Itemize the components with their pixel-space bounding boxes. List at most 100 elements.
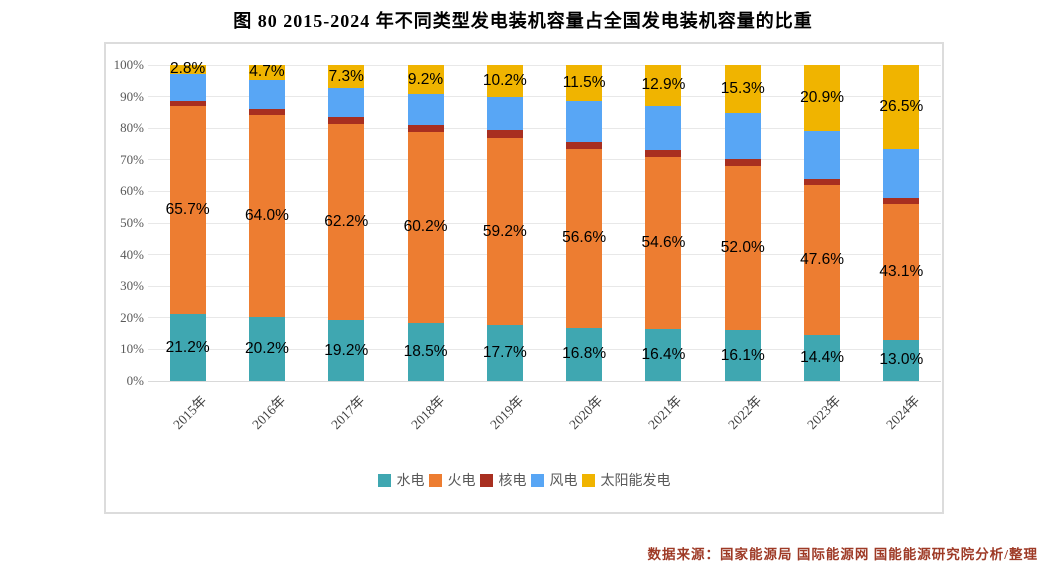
data-label-solar: 11.5% <box>562 74 606 92</box>
legend: 水电 火电 核电 风电 太阳能发电 <box>106 470 942 490</box>
y-axis-label: 10% <box>120 341 144 357</box>
legend-label: 风电 <box>549 474 578 489</box>
data-label-hydro: 16.8% <box>562 345 607 363</box>
data-label-solar: 10.2% <box>482 72 527 90</box>
y-axis-label: 90% <box>120 88 144 104</box>
data-label-hydro: 14.4% <box>800 349 845 367</box>
bar-segment-thermal <box>328 123 365 321</box>
data-label-thermal: 60.2% <box>403 218 448 236</box>
source-note: 数据来源：国家能源局 国际能源网 国能能源研究院分析/整理 <box>647 547 1038 562</box>
bar-segment-nuclear <box>486 130 523 138</box>
data-label-hydro: 16.4% <box>641 346 686 364</box>
bar-segment-nuclear <box>645 149 682 157</box>
bar-segment-nuclear <box>724 158 761 166</box>
gridline <box>148 127 941 129</box>
legend-swatch-solar <box>581 473 595 487</box>
bar-segment-hydro <box>486 325 523 381</box>
data-label-thermal: 65.7% <box>165 201 210 219</box>
gridline <box>148 380 941 382</box>
bar-segment-solar <box>883 65 920 149</box>
bar-segment-nuclear <box>248 108 285 115</box>
data-label-solar: 2.8% <box>169 60 206 78</box>
gridline <box>148 159 941 161</box>
legend-swatch-wind <box>530 473 544 487</box>
data-label-thermal: 47.6% <box>800 251 845 269</box>
legend-label: 太阳能发电 <box>600 474 671 489</box>
bar-segment-hydro <box>883 339 920 381</box>
data-label-thermal: 64.0% <box>244 207 289 225</box>
bar-segment-wind <box>883 148 920 199</box>
bar-segment-nuclear <box>804 179 841 186</box>
x-axis-label: 2018年 <box>407 392 447 433</box>
data-label-solar: 20.9% <box>800 89 845 107</box>
bar-segment-solar <box>724 65 761 114</box>
bar-segment-wind <box>248 79 285 109</box>
legend-swatch-nuclear <box>479 473 493 487</box>
data-label-hydro: 18.5% <box>403 342 448 360</box>
y-axis-label: 20% <box>120 309 144 325</box>
legend-item-solar: 太阳能发电 <box>581 470 671 490</box>
gridline <box>148 222 941 224</box>
gridline <box>148 285 941 287</box>
chart-title: 图 80 2015-2024 年不同类型发电装机容量占全国发电装机容量的比重 <box>233 11 813 31</box>
chart-frame: 0% 10% 20% 30% 40% 50% 60% 70% 80% 90% 100% 21.2% 65… <box>104 42 944 514</box>
legend-item-wind: 风电 <box>530 470 578 490</box>
x-axis-label: 2017年 <box>328 392 368 433</box>
data-label-solar: 4.7% <box>249 63 285 81</box>
bar-segment-thermal <box>883 203 920 340</box>
bar-segment-nuclear <box>328 117 365 124</box>
x-axis-label: 2015年 <box>169 392 210 433</box>
y-axis-label: 40% <box>120 246 144 262</box>
y-axis-label: 70% <box>120 151 144 167</box>
bar-segment-wind <box>566 101 603 142</box>
bar-segment-wind <box>407 94 444 126</box>
x-axis-label: 2016年 <box>249 392 289 433</box>
legend-label: 水电 <box>396 474 425 489</box>
bar-segment-solar <box>804 65 841 132</box>
bar-segment-thermal <box>566 149 603 328</box>
bar-segment-hydro <box>248 317 285 381</box>
plot-area: 0% 10% 20% 30% 40% 50% 60% 70% 80% 90% 100% 21.2% 65… <box>114 57 941 432</box>
bar-segment-wind <box>169 73 206 101</box>
x-axis-label: 2022年 <box>724 392 765 433</box>
bar-segment-solar <box>169 65 206 74</box>
bar-segment-thermal <box>804 185 841 336</box>
bar-segment-solar <box>328 65 365 89</box>
bar-segment-hydro <box>566 327 603 381</box>
bar-segment-wind <box>328 88 365 118</box>
bar-segment-solar <box>645 65 682 106</box>
bar-segment-nuclear <box>169 100 206 107</box>
data-label-solar: 26.5% <box>879 97 924 115</box>
x-axis-label: 2024年 <box>883 392 923 433</box>
data-label-thermal: 43.1% <box>879 262 924 280</box>
gridline <box>148 64 941 66</box>
bar-segment-solar <box>566 65 603 102</box>
bar-segment-wind <box>804 131 841 180</box>
y-axis-label: 80% <box>120 120 144 136</box>
bar-segment-solar <box>486 65 523 98</box>
gridline <box>148 317 941 319</box>
y-axis-label: 50% <box>120 215 144 230</box>
bar-segment-hydro <box>804 335 841 381</box>
data-label-solar: 9.2% <box>407 70 444 88</box>
bar-segment-hydro <box>328 320 365 381</box>
data-label-solar: 15.3% <box>720 80 765 98</box>
bar-segment-thermal <box>169 106 206 314</box>
x-axis-label: 2021年 <box>645 392 685 433</box>
data-label-hydro: 21.2% <box>165 338 210 356</box>
x-axis-label: 2020年 <box>566 392 606 433</box>
bar-segment-thermal <box>248 114 285 318</box>
data-label-solar: 7.3% <box>328 67 364 85</box>
legend-label: 火电 <box>447 474 476 489</box>
bar-segment-hydro <box>645 329 682 381</box>
bar-segment-hydro <box>169 314 206 381</box>
bar-segment-nuclear <box>883 198 920 204</box>
data-label-thermal: 52.0% <box>720 238 765 256</box>
bar-segment-thermal <box>486 137 523 326</box>
bar-segment-wind <box>724 113 761 159</box>
legend-item-nuclear: 核电 <box>479 470 527 490</box>
y-axis-label: 100% <box>113 57 144 72</box>
data-label-thermal: 56.6% <box>562 229 607 247</box>
bar-segment-nuclear <box>407 125 444 133</box>
bar-segment-thermal <box>407 132 444 323</box>
